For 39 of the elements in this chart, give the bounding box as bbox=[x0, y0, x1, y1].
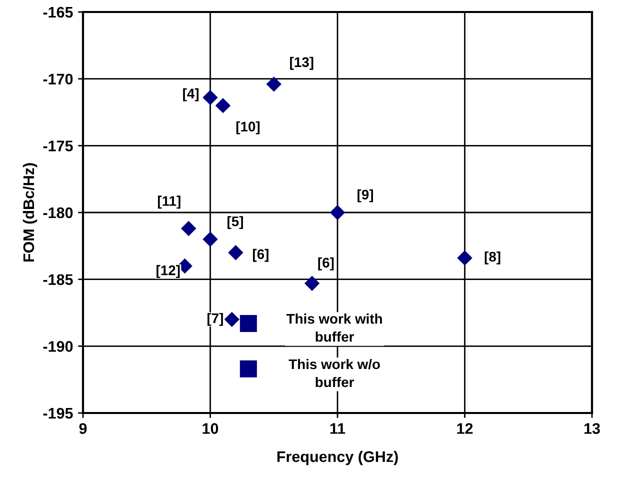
point bbox=[181, 220, 196, 236]
point bbox=[330, 204, 346, 220]
annotation: [6] bbox=[318, 257, 334, 270]
point bbox=[266, 76, 282, 92]
point bbox=[215, 98, 231, 114]
annotation: [8] bbox=[484, 251, 500, 264]
annotation: [13] bbox=[290, 56, 314, 70]
point bbox=[224, 312, 240, 328]
point bbox=[240, 360, 257, 378]
point bbox=[202, 232, 218, 247]
x-tick-label: 11 bbox=[330, 423, 346, 434]
text: This work with buffer bbox=[286, 314, 382, 342]
y-tick-label: -175 bbox=[43, 140, 73, 152]
x-axis-title: Frequency (GHz) bbox=[277, 450, 398, 466]
point bbox=[457, 250, 472, 266]
y-tick-label: -195 bbox=[43, 408, 73, 419]
y-axis-title: FOM (dBc/Hz) bbox=[22, 163, 38, 262]
point bbox=[202, 90, 218, 106]
annotation: [4] bbox=[183, 88, 199, 102]
point bbox=[228, 244, 244, 260]
y-tick-label: -185 bbox=[43, 274, 73, 286]
y-tick-label: -190 bbox=[43, 341, 73, 352]
y-tick-label: -170 bbox=[43, 74, 73, 85]
annotation: [7] bbox=[208, 312, 223, 326]
x-tick-label: 10 bbox=[202, 423, 218, 434]
annotation: [11] bbox=[158, 196, 180, 209]
point bbox=[240, 314, 257, 332]
text: This work w/o buffer bbox=[288, 358, 380, 388]
x-tick-label: 12 bbox=[457, 423, 473, 434]
point bbox=[304, 276, 320, 291]
annotation: [9] bbox=[358, 189, 373, 202]
y-tick-label: -180 bbox=[43, 207, 73, 218]
annotation: [10] bbox=[236, 121, 260, 134]
annotation: [5] bbox=[228, 216, 243, 230]
x-tick-label: 9 bbox=[79, 423, 87, 434]
y-tick-label: -165 bbox=[43, 6, 73, 18]
annotation: [6] bbox=[252, 248, 268, 262]
x-tick-label: 13 bbox=[584, 423, 600, 434]
annotation: [12] bbox=[156, 265, 180, 278]
